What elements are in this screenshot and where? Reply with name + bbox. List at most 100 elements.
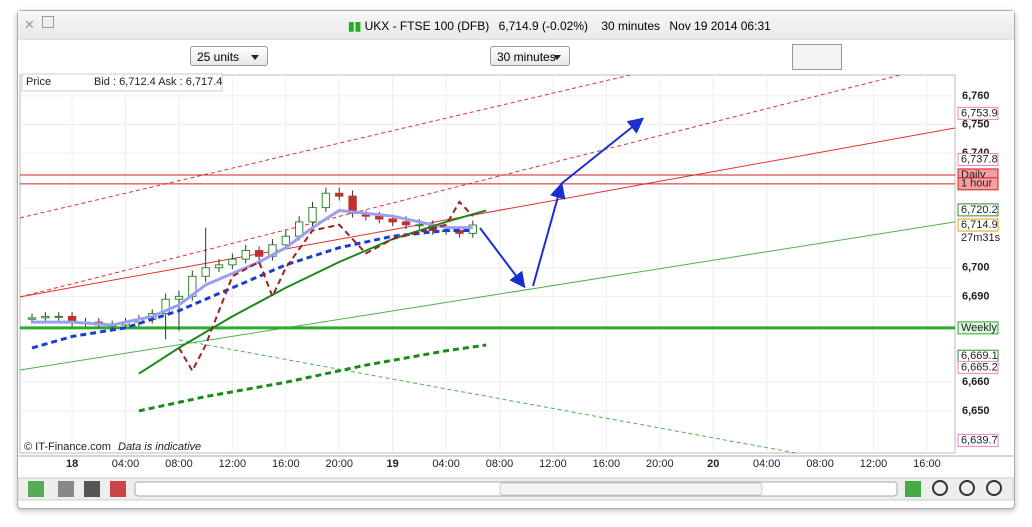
bid-ask: Bid : 6,712.4 Ask : 6,717.4 [94, 76, 222, 88]
candle-body [201, 267, 210, 277]
candle-body [388, 218, 397, 223]
chart-icon: ▮▮ [348, 19, 362, 33]
candle-body [254, 250, 264, 257]
level-label: 6,665.2 [961, 361, 998, 373]
indicator-button[interactable] [792, 44, 842, 70]
overlay-line [32, 208, 473, 327]
timestamp: Nov 19 2014 06:31 [669, 19, 771, 33]
candle-body [281, 235, 290, 246]
level-label: Weekly [961, 322, 997, 334]
maximize-button[interactable] [42, 16, 54, 28]
period-select[interactable]: 30 minutes [490, 46, 570, 66]
x-tick-label: 04:00 [432, 458, 460, 470]
overlay-line [138, 209, 487, 375]
candle-body [375, 215, 384, 220]
tool-button[interactable] [110, 481, 126, 497]
countdown: 27m31s [961, 232, 1001, 244]
candle-body [54, 315, 63, 318]
candle-body [321, 192, 331, 209]
note: Data is indicative [118, 441, 201, 453]
x-tick-label: 16:00 [913, 458, 941, 470]
zoom-fit[interactable] [932, 480, 948, 496]
x-tick-label: 08:00 [806, 458, 834, 470]
y-tick-label: 6,650 [962, 405, 990, 417]
candle-body [214, 264, 224, 269]
quote: 6,714.9 (-0.02%) [498, 19, 588, 33]
level-tag [957, 177, 999, 191]
x-tick-label: 04:00 [753, 458, 781, 470]
x-tick-label: 19 [387, 458, 399, 470]
level-label: 6,753.9 [961, 107, 998, 119]
bottom-toolbar [17, 477, 1014, 501]
arrow [560, 117, 645, 185]
candle-body [228, 258, 237, 266]
x-tick-label: 18 [66, 458, 78, 470]
scroll-thumb[interactable] [499, 482, 763, 496]
window: ✕ ▮▮ UKX - FTSE 100 (DFB) 6,714.9 (-0.02… [17, 10, 1015, 509]
instrument: UKX - FTSE 100 (DFB) [364, 19, 490, 33]
credit: © IT-Finance.com [24, 441, 111, 453]
candle-body [41, 315, 50, 319]
level-tag [957, 321, 999, 335]
units-select[interactable]: 25 units [190, 46, 268, 66]
title-group: ▮▮ UKX - FTSE 100 (DFB) 6,714.9 (-0.02%)… [348, 19, 771, 33]
level-label: 6,714.9 [961, 219, 998, 231]
level-tag [957, 360, 999, 374]
level-tag [957, 203, 999, 217]
y-tick-label: 6,690 [962, 290, 990, 302]
close-button[interactable]: ✕ [24, 17, 35, 32]
arrow [532, 182, 566, 287]
level-tag [957, 218, 999, 232]
trend-line [20, 127, 955, 298]
level-label: 6,669.1 [961, 350, 998, 362]
level-tag [957, 106, 999, 120]
x-tick-label: 16:00 [593, 458, 621, 470]
level-label: 6,720.2 [961, 204, 998, 216]
level-tag [957, 433, 999, 447]
legend-label: Price [26, 76, 51, 88]
y-tick-label: 6,660 [962, 376, 990, 388]
y-tick-label: 6,760 [962, 90, 990, 102]
trend-line [20, 75, 901, 298]
trend-line [178, 339, 797, 453]
overlay-line [178, 200, 474, 373]
level-label: 6,639.7 [961, 434, 998, 446]
x-tick-label: 04:00 [112, 458, 140, 470]
x-tick-label: 12:00 [860, 458, 888, 470]
level-label: 1 hour [961, 178, 993, 190]
zoom-in[interactable] [986, 480, 1002, 496]
x-tick-label: 20:00 [646, 458, 674, 470]
x-tick-label: 12:00 [539, 458, 567, 470]
candle-body [308, 207, 317, 223]
tool-button[interactable] [28, 481, 44, 497]
candle-body [27, 317, 37, 320]
tool-button[interactable] [58, 481, 74, 497]
tool-button[interactable] [905, 481, 921, 497]
interval: 30 minutes [601, 19, 661, 33]
level-label: 6,737.8 [961, 153, 998, 165]
y-tick-label: 6,750 [962, 118, 990, 130]
candle-body [401, 221, 411, 226]
x-tick-label: 08:00 [486, 458, 514, 470]
candle-body [161, 298, 170, 315]
x-tick-label: 20 [707, 458, 719, 470]
x-tick-label: 08:00 [165, 458, 193, 470]
tool-button[interactable] [84, 481, 100, 497]
x-tick-label: 20:00 [325, 458, 353, 470]
x-tick-label: 16:00 [272, 458, 300, 470]
candle-body [335, 192, 344, 197]
legend-box [21, 73, 223, 92]
overlay-line [138, 343, 487, 413]
level-tag [957, 152, 999, 166]
title-bar: ✕ ▮▮ UKX - FTSE 100 (DFB) 6,714.9 (-0.02… [18, 11, 1014, 40]
zoom-out[interactable] [959, 480, 975, 496]
forecast-arrows [479, 117, 645, 289]
overlay-line [31, 228, 473, 350]
x-tick-label: 12:00 [219, 458, 247, 470]
plot-frame [19, 74, 956, 454]
arrow [479, 227, 526, 289]
candle-body [415, 224, 424, 227]
y-tick-label: 6,700 [962, 262, 990, 274]
